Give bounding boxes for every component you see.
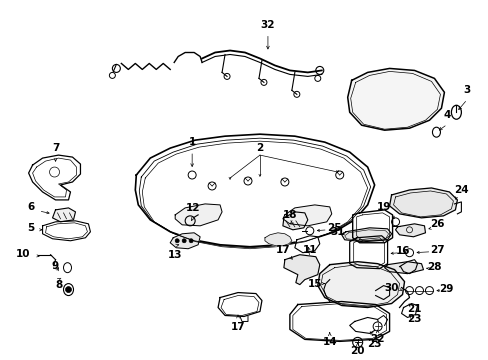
Polygon shape bbox=[349, 318, 379, 333]
Ellipse shape bbox=[63, 263, 71, 273]
Polygon shape bbox=[283, 212, 307, 230]
Polygon shape bbox=[218, 293, 262, 316]
Text: 2: 2 bbox=[256, 143, 263, 153]
Text: 25: 25 bbox=[327, 223, 341, 233]
Text: 4: 4 bbox=[443, 110, 450, 120]
Text: 10: 10 bbox=[15, 249, 30, 259]
Text: 17: 17 bbox=[275, 245, 289, 255]
Text: 19: 19 bbox=[376, 202, 390, 212]
Circle shape bbox=[189, 239, 193, 243]
Polygon shape bbox=[389, 188, 456, 218]
Polygon shape bbox=[52, 208, 75, 222]
Text: 23: 23 bbox=[366, 339, 381, 349]
Text: 24: 24 bbox=[453, 185, 468, 195]
Polygon shape bbox=[294, 236, 319, 253]
Polygon shape bbox=[264, 233, 291, 246]
Text: 27: 27 bbox=[429, 245, 444, 255]
Ellipse shape bbox=[63, 284, 73, 296]
Text: 17: 17 bbox=[230, 323, 245, 332]
Text: 29: 29 bbox=[438, 284, 453, 293]
Text: 18: 18 bbox=[282, 210, 297, 220]
Text: 31: 31 bbox=[330, 227, 344, 237]
Circle shape bbox=[182, 239, 186, 243]
Text: 28: 28 bbox=[427, 262, 441, 272]
Text: 1: 1 bbox=[188, 137, 195, 147]
Text: 6: 6 bbox=[27, 202, 34, 212]
Polygon shape bbox=[29, 155, 81, 200]
Polygon shape bbox=[170, 233, 200, 249]
Text: 15: 15 bbox=[307, 279, 322, 289]
Text: 30: 30 bbox=[384, 283, 398, 293]
Ellipse shape bbox=[450, 105, 461, 119]
Polygon shape bbox=[289, 302, 389, 341]
Text: 12: 12 bbox=[185, 203, 200, 213]
Text: 23: 23 bbox=[407, 314, 421, 324]
Polygon shape bbox=[384, 262, 423, 274]
Text: 26: 26 bbox=[429, 219, 444, 229]
Text: 16: 16 bbox=[395, 246, 410, 256]
Text: 32: 32 bbox=[260, 19, 275, 30]
Polygon shape bbox=[283, 205, 331, 226]
Polygon shape bbox=[135, 134, 374, 247]
Text: 8: 8 bbox=[55, 280, 62, 289]
Polygon shape bbox=[401, 303, 417, 318]
Text: 20: 20 bbox=[350, 346, 364, 356]
Polygon shape bbox=[42, 221, 90, 241]
Polygon shape bbox=[284, 255, 319, 285]
Text: 21: 21 bbox=[407, 305, 421, 315]
Polygon shape bbox=[349, 236, 387, 269]
Polygon shape bbox=[175, 204, 222, 226]
Text: 5: 5 bbox=[27, 223, 34, 233]
Text: 7: 7 bbox=[52, 143, 59, 153]
Text: 22: 22 bbox=[369, 334, 384, 345]
Polygon shape bbox=[341, 228, 391, 242]
Text: 3: 3 bbox=[463, 85, 470, 95]
Polygon shape bbox=[317, 262, 404, 307]
Polygon shape bbox=[352, 210, 392, 243]
Circle shape bbox=[65, 287, 71, 293]
Text: 14: 14 bbox=[322, 337, 336, 347]
Text: 13: 13 bbox=[167, 250, 182, 260]
Circle shape bbox=[175, 239, 179, 243]
Text: 11: 11 bbox=[302, 245, 316, 255]
Polygon shape bbox=[347, 68, 444, 130]
Polygon shape bbox=[395, 224, 425, 237]
Ellipse shape bbox=[431, 127, 440, 137]
Ellipse shape bbox=[372, 322, 381, 331]
Text: 9: 9 bbox=[52, 261, 59, 271]
